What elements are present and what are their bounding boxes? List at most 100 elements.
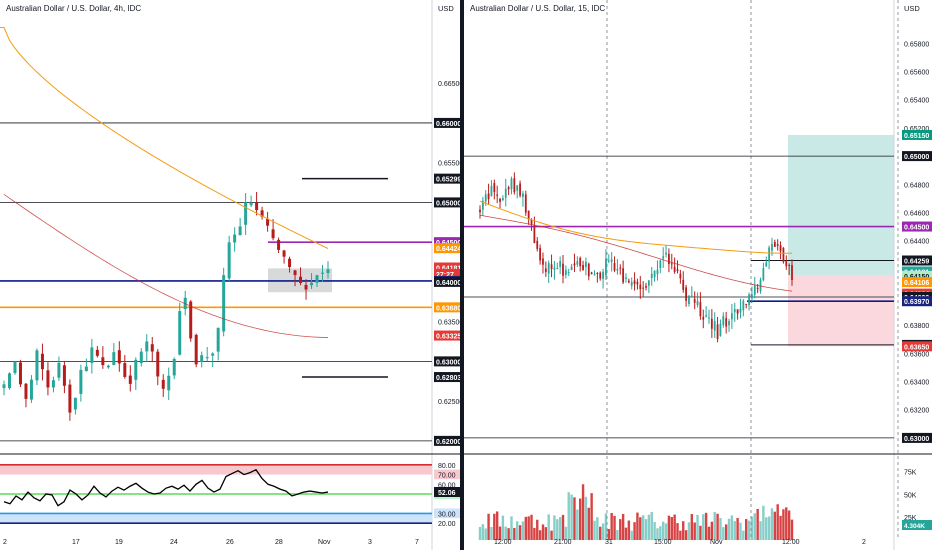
right-volume-bar [599,526,602,540]
right-candle [705,315,708,317]
right-candle [516,185,519,191]
left-candle [249,202,253,206]
right-volume-bar [527,516,530,540]
left-candle [167,375,171,391]
right-volume-bar [684,530,688,540]
right-volume-bar [616,529,619,540]
left-price-tag [434,435,460,446]
left-price-tag-text: 0.66000 [436,121,460,128]
right-candle [730,313,733,320]
right-candle [522,193,524,197]
right-volume-bar [676,523,679,540]
right-volume-bar [581,484,585,540]
left-candle [112,352,116,365]
right-price-tag [902,270,932,281]
right-volume-bar [493,513,496,540]
right-candle [513,178,516,193]
right-price-tag [902,277,932,288]
right-volume-bar [607,528,611,540]
right-y-tick-label: 0.63600 [904,351,929,358]
right-volume-bar [624,527,628,540]
left-rsi-tick-bg [434,508,460,519]
right-volume-bar [564,526,568,540]
right-candle [739,308,742,313]
right-volume-bar [779,515,782,540]
right-candle [547,263,550,274]
right-volume-bar [664,523,668,540]
right-chart-pane[interactable]: Australian Dollar / U.S. Dollar, 15, IDC… [464,0,932,550]
left-candle [101,357,105,366]
right-candle [542,258,544,265]
left-chart-pane[interactable]: Australian Dollar / U.S. Dollar, 4h, IDC… [0,0,460,550]
right-candle [748,294,750,306]
right-volume-bar [538,530,542,540]
right-candle [504,188,507,198]
right-x-tick: 15:00 [654,539,672,546]
right-candle [685,287,687,301]
right-candle [616,268,619,271]
left-price-tag [434,262,460,273]
left-x-tick: 28 [275,539,283,546]
right-candle [610,259,613,262]
right-price-tag [902,129,932,140]
right-candle [562,263,564,276]
right-price-tag-text: 0.63970 [904,299,929,306]
right-candle [791,265,793,280]
right-volume-bar [544,527,548,540]
left-price-tag-text: 0.65299 [436,177,460,184]
pane-divider[interactable] [460,0,464,550]
right-volume-bar [510,516,513,540]
right-candle [708,317,710,319]
left-candle [244,202,248,225]
right-candle [710,318,713,329]
left-x-tick: 24 [170,539,178,546]
left-candle [79,369,83,394]
right-candle [688,295,690,304]
right-volume-bar [690,514,694,540]
left-candle [293,270,297,276]
right-y-tick-label: 0.64600 [904,210,929,217]
left-x-tick: 2 [3,539,7,546]
left-candle [84,366,88,372]
right-volume-bar [773,511,777,540]
right-candle [771,243,773,251]
left-price-tag [434,330,460,341]
right-candle [788,265,791,267]
left-x-tick: 7 [415,539,419,546]
right-x-tick: 12:00 [494,539,512,546]
right-candle [484,194,487,202]
right-candle [762,267,765,281]
right-volume-bar [722,527,725,540]
right-volume-bar [573,497,576,540]
right-candle [699,302,702,317]
left-rsi-oversold-band [0,513,432,524]
right-price-tag [902,432,932,443]
right-loss-zone [788,275,894,347]
right-volume-bar [484,528,487,540]
right-volume-bar [481,524,485,540]
right-volume-bar [570,494,573,540]
left-price-tag-text: 0.64424 [436,246,460,253]
right-y-tick-label: 0.65800 [904,41,929,48]
right-volume-bar [670,517,673,540]
right-candle [782,247,785,262]
right-candle [676,269,679,272]
right-candle [605,258,607,276]
right-candle [690,295,693,298]
left-candle [266,218,270,226]
right-candle [745,303,748,305]
right-volume-bar [547,514,550,540]
right-candle [722,315,725,326]
left-candle [128,375,132,384]
left-price-tag [434,117,460,128]
right-candle [656,269,659,275]
right-volume-bar [696,514,699,540]
right-candle [619,267,622,269]
right-volume-bar [759,521,762,540]
left-chart-svg[interactable]: 0.665000.660000.655000.650000.645000.640… [0,0,460,550]
right-chart-svg[interactable]: 0.65800 0.65600 0.65400 0.65200 0.65000 0.648… [464,0,932,550]
right-volume-bar [587,507,590,540]
right-candle [544,268,547,272]
